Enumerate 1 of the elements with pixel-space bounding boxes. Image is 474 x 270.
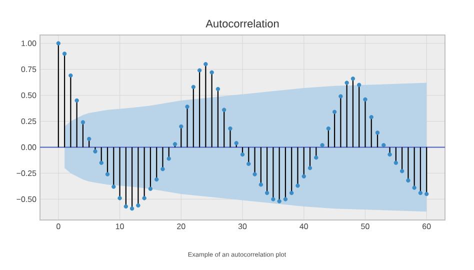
chart-title: Autocorrelation: [206, 19, 279, 28]
